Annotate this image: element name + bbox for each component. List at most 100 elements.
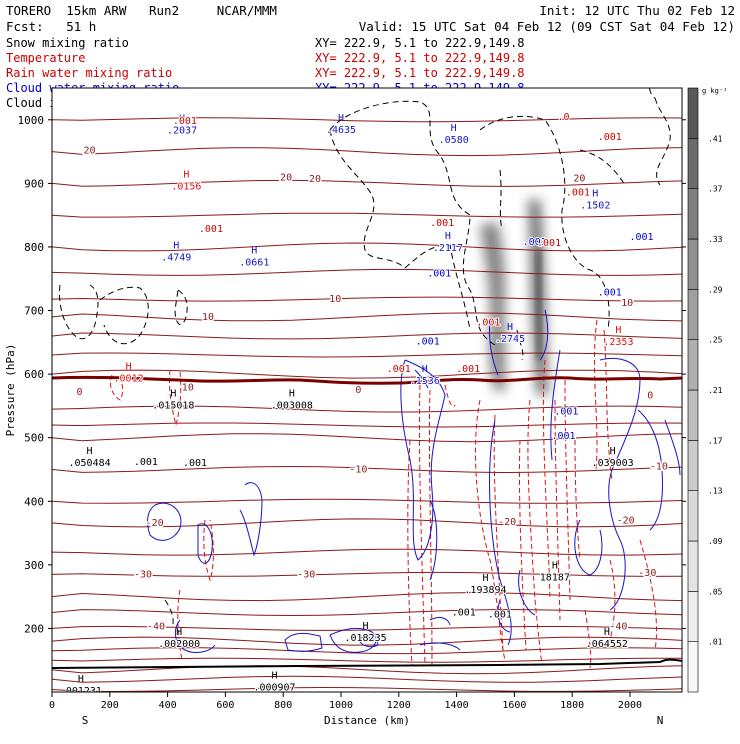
rain-contour [554, 399, 561, 621]
isotherm-label: -20 [146, 518, 164, 529]
rain-contour [593, 319, 598, 471]
snow-contour [59, 284, 99, 340]
y-axis-label: Pressure (hPa) [4, 344, 17, 437]
x-tick-label: 800 [274, 700, 292, 711]
colorbar-bin [687, 440, 699, 491]
isotherm-label: -40 [147, 622, 165, 633]
cloud-water-contour [284, 632, 323, 652]
colorbar-bin [687, 641, 699, 693]
extremum-marker: H [552, 560, 558, 571]
y-tick-label: 300 [24, 559, 44, 572]
cloud-water-contour [419, 642, 461, 651]
extremum-marker: H [445, 231, 451, 242]
plot-area [52, 88, 682, 692]
y-tick-label: 400 [24, 495, 44, 508]
rain-contour [493, 414, 504, 651]
extremum-marker: H [507, 322, 513, 333]
field-label: Rain water mixing ratio [6, 66, 172, 80]
isotherm-label: -30 [638, 568, 656, 579]
isotherm-label: 10 [202, 312, 214, 323]
cloud-water-contour [489, 419, 512, 646]
header-fcst: Fcst: 51 h [6, 19, 96, 34]
extremum-value: .0012 [114, 373, 144, 384]
extremum-value: .050484 [68, 458, 110, 469]
isotherm-line [52, 465, 682, 474]
freezing-level-line [52, 375, 682, 385]
colorbar-level-label: .29 [708, 285, 723, 294]
x-tick-label: 600 [216, 700, 234, 711]
isotherm-line [52, 675, 682, 683]
extremum-marker: H [126, 361, 132, 372]
extremum-marker: H [604, 627, 610, 638]
colorbar-bin [687, 289, 699, 340]
extremum-value: .064552 [586, 639, 628, 650]
isotherm-label: -30 [297, 569, 315, 580]
rain-contour [169, 369, 182, 427]
colorbar-level-label: .13 [708, 487, 723, 496]
cloud-water-contour [429, 617, 451, 626]
rain-contour [407, 439, 413, 666]
rain-contour [603, 329, 613, 481]
cloud-water-contour [664, 419, 681, 476]
extremum-marker: H [615, 325, 621, 336]
isotherm-line [52, 498, 682, 504]
x-tick-label: 1800 [560, 700, 584, 711]
x-tick-label: 2000 [618, 700, 642, 711]
cloud-water-contour [147, 502, 182, 541]
cloud-water-contour [497, 599, 511, 633]
cloud-water-contour [429, 499, 438, 581]
extremum-marker: H [422, 364, 428, 375]
contour-value-label: .001 [416, 337, 440, 348]
extremum-value: .000907 [253, 682, 295, 693]
x-axis-label: Distance (km) [324, 714, 410, 727]
colorbar-level-label: .33 [708, 235, 723, 244]
header-valid: Valid: 15 UTC Sat 04 Feb 12 (09 CST Sat … [359, 19, 735, 34]
x-tick-label: 1000 [329, 700, 353, 711]
plot-contents: -40 -40 -30 -30 -30 -20 -20 -20 -10 -10 0 0 0 10 10 10 1… [52, 88, 682, 697]
isotherm-label: 0 [76, 387, 82, 398]
y-tick-label: 700 [24, 305, 44, 318]
ice-plume-core [536, 250, 541, 360]
extremum-marker: H [173, 241, 179, 252]
rain-contour [474, 399, 506, 661]
rain-contour [639, 539, 657, 651]
contour-value-label: .001 [199, 224, 223, 235]
isotherm-line [52, 608, 682, 617]
extremum-value: .2745 [495, 334, 525, 345]
isotherm-line [52, 665, 682, 675]
extremum-value: .018235 [344, 633, 386, 644]
isotherm-line [52, 352, 682, 358]
cloud-water-contour [359, 637, 379, 648]
colorbar-level-label: .37 [708, 185, 723, 194]
extremum-marker: H [183, 169, 189, 180]
colorbar-bin [687, 389, 699, 441]
y-tick-label: 600 [24, 368, 44, 381]
isotherm-label: 0 [647, 391, 653, 402]
contour-value-label: .001 [598, 132, 622, 143]
x-tick-label: 1200 [387, 700, 411, 711]
colorbar-level-label: .21 [708, 386, 723, 395]
contour-value-label: .001 [551, 431, 575, 442]
cloud-water-contour [518, 569, 536, 616]
extremum-value: .002000 [158, 639, 200, 650]
rain-contour [527, 399, 543, 666]
colorbar-bin [687, 540, 699, 592]
colorbar-level-label: .25 [708, 336, 723, 345]
isotherm-line [52, 636, 682, 646]
cloud-water-contour [489, 319, 499, 376]
cloud-ice-shading [480, 200, 548, 395]
rain-contour [428, 389, 433, 666]
x-axis: 0 200 400 600 800 1000 1200 1400 1600 1800 2000 [49, 692, 642, 711]
isotherm-line [52, 657, 682, 663]
contour-value-label: .001 [134, 457, 158, 468]
snow-contour [479, 115, 610, 331]
rain-contours [109, 319, 657, 669]
rain-contour [564, 379, 571, 601]
cloud-water-contour [239, 482, 263, 557]
isotherm-lines [52, 117, 682, 692]
snow-contour [329, 100, 496, 346]
extremum-value: .001231 [60, 686, 102, 697]
rain-contour [418, 384, 426, 666]
